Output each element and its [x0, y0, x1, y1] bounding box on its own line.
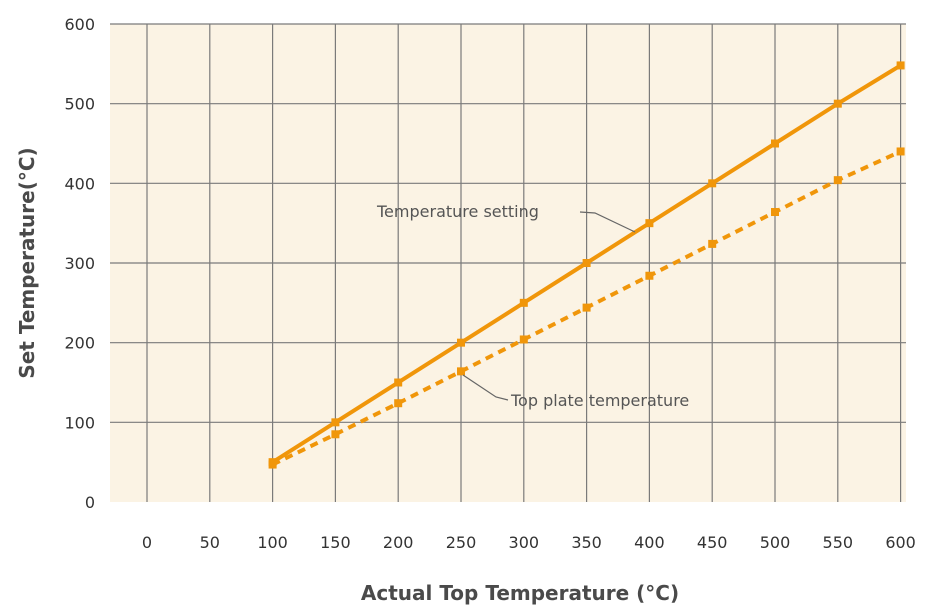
series-layer — [268, 61, 905, 469]
series-top-plate-temperature — [268, 147, 905, 469]
y-tick-label: 0 — [85, 493, 95, 512]
x-tick-label: 0 — [142, 533, 152, 552]
data-point — [457, 367, 465, 376]
x-tick-label: 450 — [697, 533, 728, 552]
leader-line — [462, 374, 509, 401]
x-tick-label: 200 — [383, 533, 414, 552]
data-point — [645, 271, 654, 280]
data-point — [771, 139, 779, 148]
x-tick-label: 250 — [446, 533, 477, 552]
x-tick-label: 350 — [571, 533, 602, 552]
data-point — [708, 239, 717, 248]
data-point — [394, 399, 403, 408]
x-axis-ticks: 0 50 100 150 200 250 300 350 400 450 500 550 600 — [142, 533, 916, 552]
data-point — [896, 61, 905, 70]
data-point — [268, 460, 277, 469]
x-tick-label: 50 — [200, 533, 220, 552]
data-point — [519, 298, 528, 307]
leader-line — [579, 211, 636, 233]
y-tick-label: 600 — [64, 15, 95, 34]
data-point — [582, 303, 591, 312]
y-tick-label: 400 — [64, 174, 95, 193]
x-tick-label: 500 — [760, 533, 791, 552]
y-tick-label: 500 — [64, 95, 95, 114]
data-point — [519, 335, 528, 344]
x-tick-label: 550 — [823, 533, 854, 552]
grid — [110, 23, 906, 502]
data-point — [394, 378, 403, 387]
x-tick-label: 100 — [257, 533, 288, 552]
data-point — [833, 99, 842, 108]
y-tick-label: 100 — [64, 413, 95, 432]
x-axis-label: Actual Top Temperature (°C) — [361, 581, 679, 605]
y-axis-ticks: 0 100 200 300 400 500 600 — [64, 15, 95, 512]
annotation-top-plate-temperature: Top plate temperature — [510, 391, 689, 410]
data-point — [896, 147, 905, 156]
x-tick-label: 400 — [634, 533, 665, 552]
y-tick-label: 200 — [64, 334, 95, 353]
annotations: Temperature setting Top plate temperature — [376, 202, 689, 410]
data-point — [771, 208, 779, 217]
data-point — [645, 219, 654, 228]
x-tick-label: 300 — [509, 533, 540, 552]
y-axis-label: Set Temperature(°C) — [15, 147, 39, 378]
data-point — [582, 259, 591, 267]
x-tick-label: 600 — [885, 533, 916, 552]
annotation-temperature-setting: Temperature setting — [376, 202, 539, 221]
data-point — [457, 338, 465, 347]
data-point — [331, 418, 340, 427]
data-point — [708, 179, 717, 188]
x-tick-label: 150 — [320, 533, 351, 552]
data-point — [331, 430, 340, 439]
data-point — [833, 176, 842, 185]
y-tick-label: 300 — [64, 254, 95, 273]
